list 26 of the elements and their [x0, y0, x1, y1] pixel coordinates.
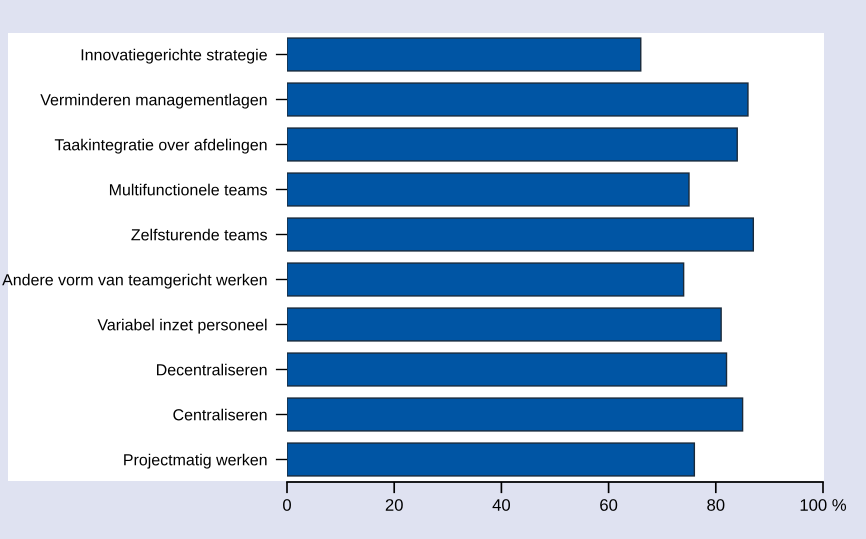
y-tick-label: Andere vorm van teamgericht werken — [2, 274, 267, 289]
bar — [287, 172, 690, 207]
bar — [287, 127, 738, 162]
y-tick-label: Projectmatig werken — [124, 454, 267, 469]
y-tick-label: Multifunctionele teams — [110, 184, 267, 196]
x-tick-label: 0 — [283, 499, 291, 511]
x-tick-label: 100 % — [800, 499, 846, 511]
y-tick-label: Decentraliseren — [157, 364, 267, 376]
x-tick-label: 80 — [707, 499, 724, 511]
y-tick-label: Centraliseren — [173, 408, 267, 420]
bar — [287, 217, 754, 252]
bar — [287, 397, 744, 432]
bar — [287, 307, 722, 342]
y-tick-label: Zelfsturende teams — [131, 228, 267, 240]
y-tick-label: Verminderen managementlagen — [40, 94, 267, 109]
y-tick-label: Variabel inzet personeel — [97, 318, 266, 334]
bar — [287, 37, 642, 72]
bar — [287, 262, 684, 297]
bar — [287, 442, 696, 477]
x-tick-label: 60 — [600, 499, 618, 511]
bar — [287, 82, 749, 117]
x-tick-label: 20 — [386, 499, 403, 511]
y-tick-label: Innovatiegerichte strategie — [82, 48, 267, 64]
x-tick-label: 40 — [492, 499, 510, 511]
y-tick-label: Taakintegratie over afdelingen — [54, 138, 267, 154]
bar — [287, 352, 728, 387]
